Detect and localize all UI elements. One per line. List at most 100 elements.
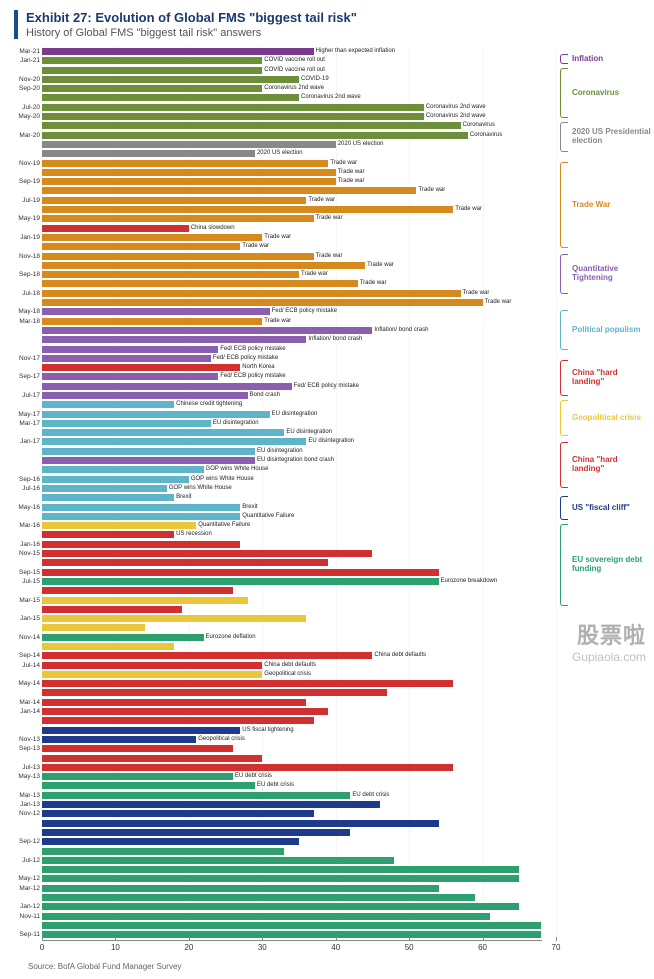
bar-label: Fed/ ECB policy mistake: [220, 346, 285, 353]
bar: [42, 773, 233, 780]
y-axis-label: Mar-13: [12, 791, 40, 800]
bar: [42, 792, 350, 799]
legend-label: US "fiscal cliff": [572, 504, 630, 513]
bar-row: Mar-20Coronavirus: [42, 131, 542, 140]
bar: [42, 550, 372, 557]
bar: [42, 262, 365, 269]
y-axis-label: Nov-19: [12, 159, 40, 168]
bar: [42, 253, 314, 260]
bar-row: May-16Brexit: [42, 503, 542, 512]
watermark-en: Gupiaola.com: [572, 650, 646, 664]
bar: [42, 736, 196, 743]
bar-row: Jul-17Bond crash: [42, 391, 542, 400]
bar: [42, 206, 453, 213]
y-axis-label: Jan-21: [12, 56, 40, 65]
bar-row: Sep-19Trade war: [42, 177, 542, 186]
y-axis-label: Sep-17: [12, 372, 40, 381]
y-axis-label: Sep-12: [12, 837, 40, 846]
bar: [42, 717, 314, 724]
bar-row: May-18Fed/ ECB policy mistake: [42, 307, 542, 316]
bar-row: Jul-13: [42, 763, 542, 772]
bar: [42, 160, 328, 167]
y-axis-label: Sep-18: [12, 270, 40, 279]
bar: [42, 67, 262, 74]
bar: [42, 689, 387, 696]
bar-label: EU disintegration: [308, 438, 354, 445]
bar-row: [42, 921, 542, 930]
bar-row: May-19Trade war: [42, 214, 542, 223]
bar-row: COVID vaccine roll out: [42, 66, 542, 75]
bar-label: 2020 US election: [257, 150, 303, 157]
bar: [42, 504, 240, 511]
y-axis-label: May-19: [12, 214, 40, 223]
bar-row: Nov-17Fed/ ECB policy mistake: [42, 354, 542, 363]
bar: [42, 680, 453, 687]
y-axis-label: Sep-15: [12, 568, 40, 577]
bar: [42, 606, 182, 613]
y-axis-label: Sep-19: [12, 177, 40, 186]
bar-row: Trade war: [42, 298, 542, 307]
legend-label: Political populism: [572, 326, 640, 335]
bar-row: EU disintegration: [42, 447, 542, 456]
bar-label: Chinese credit tightening: [176, 401, 242, 408]
bar: [42, 699, 306, 706]
bar: [42, 894, 475, 901]
bar-label: EU debt crisis: [235, 773, 272, 780]
x-axis: 010203040506070: [42, 940, 542, 956]
y-axis-label: Jul-19: [12, 196, 40, 205]
bar-label: EU disintegration: [272, 411, 318, 418]
bar: [42, 48, 314, 55]
bar: [42, 429, 284, 436]
bar: [42, 541, 240, 548]
legend-item: Political populism: [560, 310, 640, 350]
y-axis-label: Mar-16: [12, 521, 40, 530]
bar: [42, 662, 262, 669]
bar-label: Trade war: [485, 299, 512, 306]
bar-row: Jan-16: [42, 540, 542, 549]
bar-label: Eurozone breakdown: [441, 578, 498, 585]
bar: [42, 652, 372, 659]
bar-row: China slowdown: [42, 224, 542, 233]
bar: [42, 141, 336, 148]
bar: [42, 299, 483, 306]
bar-label: Trade war: [418, 187, 445, 194]
watermark-cn: 股票啦: [572, 618, 646, 650]
bar: [42, 922, 541, 929]
legend-item: EU sovereign debt funding: [560, 524, 652, 606]
y-axis-label: Jul-20: [12, 103, 40, 112]
bar-label: Fed/ ECB policy mistake: [213, 355, 278, 362]
bar-row: Mar-12: [42, 884, 542, 893]
bar: [42, 764, 453, 771]
bar: [42, 559, 328, 566]
bar: [42, 848, 284, 855]
y-axis-label: Jul-17: [12, 391, 40, 400]
bar: [42, 150, 255, 157]
watermark: 股票啦 Gupiaola.com: [572, 618, 646, 664]
bar-row: Sep-20Coronavirus 2nd wave: [42, 84, 542, 93]
bar: [42, 355, 211, 362]
y-axis-label: May-14: [12, 679, 40, 688]
bar-row: Sep-18Trade war: [42, 270, 542, 279]
bar: [42, 885, 439, 892]
bar-row: [42, 819, 542, 828]
legend-label: China "hard landing": [572, 456, 652, 474]
y-axis-label: Jan-17: [12, 437, 40, 446]
bar-row: Geopolitical crisis: [42, 670, 542, 679]
legend-label: Trade War: [572, 201, 610, 210]
legend-label: Inflation: [572, 55, 603, 64]
bar-row: Nov-18Trade war: [42, 252, 542, 261]
bar-row: Trade war: [42, 205, 542, 214]
legend-item: Coronavirus: [560, 68, 619, 118]
legend-item: Quantitative Tightening: [560, 254, 652, 294]
bar-row: Jan-19Trade war: [42, 233, 542, 242]
bar: [42, 466, 204, 473]
bar-label: GOP wins White House: [169, 485, 232, 492]
bar-row: Quantitative Failure: [42, 512, 542, 521]
bar-label: Trade war: [308, 197, 335, 204]
bar-label: Coronavirus 2nd wave: [426, 104, 486, 111]
bar-label: Quantitative Failure: [198, 522, 250, 529]
bar: [42, 104, 424, 111]
x-tick-label: 50: [405, 943, 414, 952]
bar: [42, 94, 299, 101]
bar: [42, 383, 292, 390]
